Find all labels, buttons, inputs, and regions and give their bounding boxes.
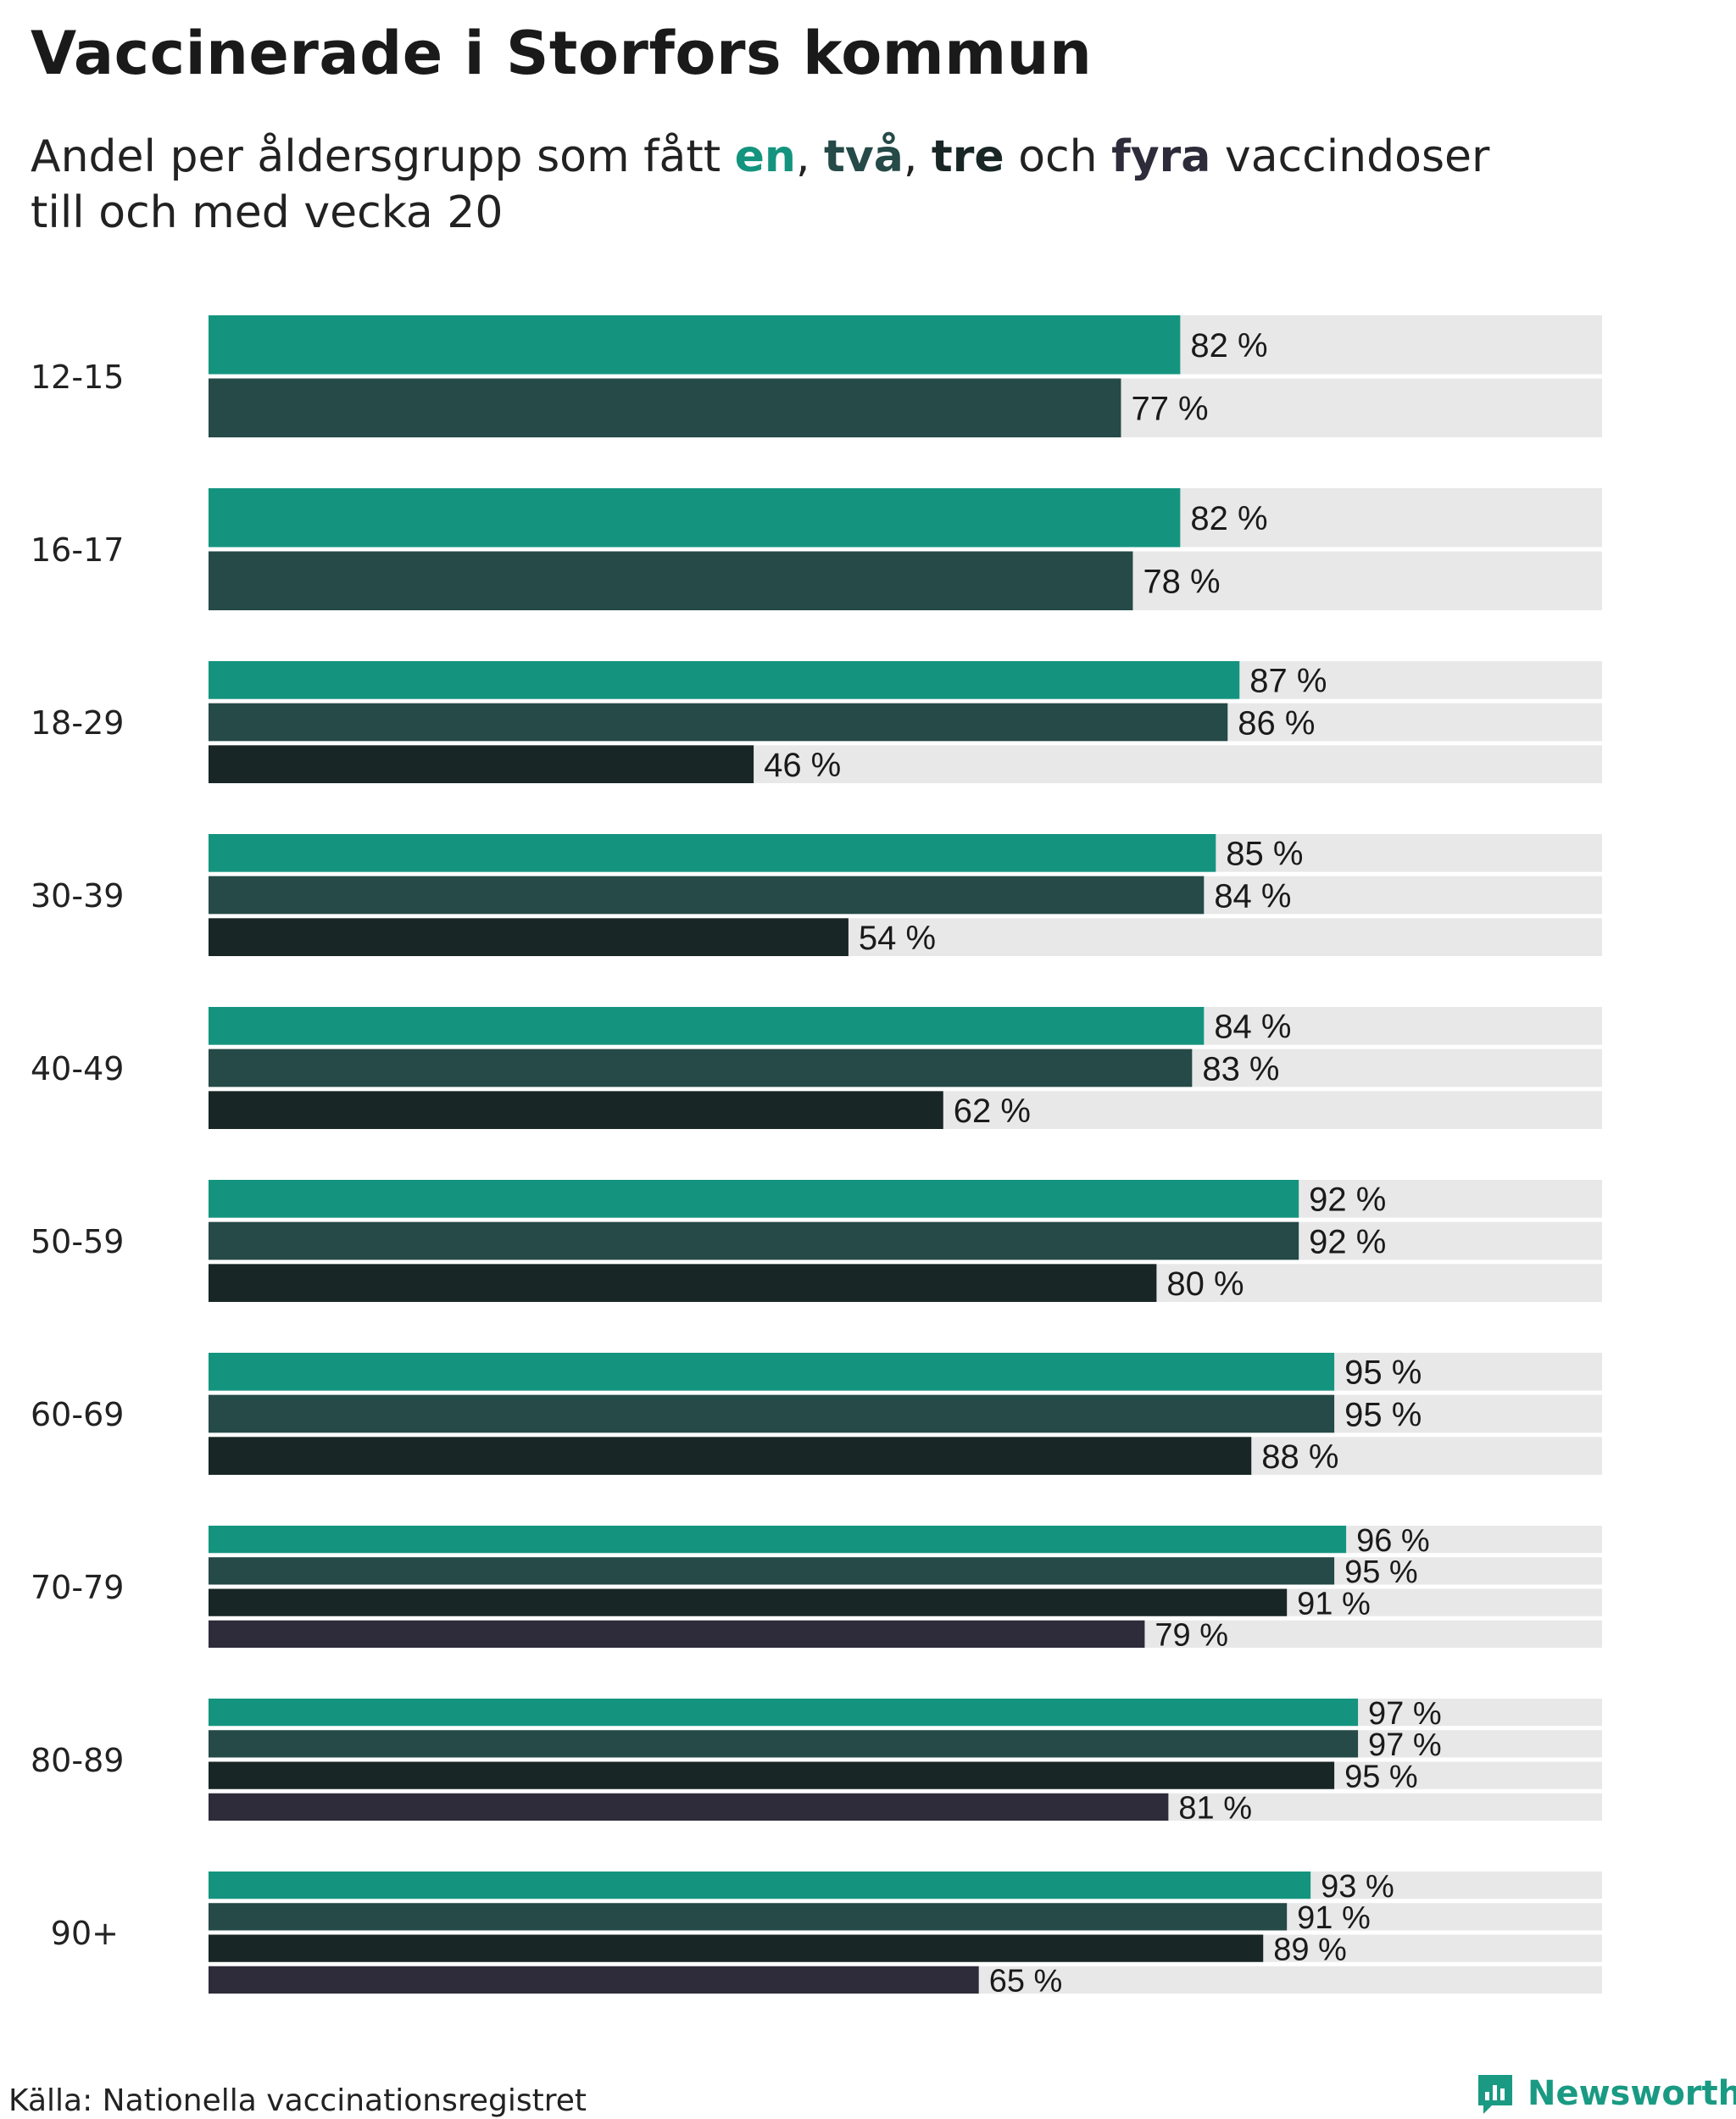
- bar-dose-four: [209, 1793, 1169, 1821]
- data-label: 83 %: [1202, 1050, 1279, 1087]
- bar-dose-three: [209, 1264, 1157, 1302]
- brand-name: Newsworthy: [1527, 2074, 1736, 2113]
- category-label: 60-69: [31, 1396, 124, 1433]
- data-label: 78 %: [1143, 564, 1220, 601]
- data-label: 80 %: [1166, 1265, 1244, 1303]
- bar-dose-one: [209, 1353, 1335, 1391]
- bar-dose-one: [209, 661, 1240, 699]
- chart-title: Vaccinerade i Storfors kommun: [31, 19, 1093, 88]
- chart-subtitle: Andel per åldersgrupp som fått en, två, …: [31, 129, 1489, 241]
- data-label: 88 %: [1261, 1438, 1338, 1476]
- data-label: 86 %: [1238, 704, 1315, 742]
- data-label: 97 %: [1368, 1727, 1442, 1763]
- bar-dose-four: [209, 1966, 979, 1994]
- legend-dose-two: två: [824, 131, 904, 182]
- data-label: 84 %: [1214, 1009, 1291, 1046]
- data-label: 84 %: [1214, 877, 1291, 915]
- legend-dose-four: fyra: [1111, 131, 1211, 182]
- data-label: 95 %: [1344, 1396, 1422, 1433]
- subtitle-sep-3: och: [1004, 131, 1112, 182]
- subtitle-sep-2: ,: [903, 131, 932, 182]
- subtitle-sep-1: ,: [795, 131, 825, 182]
- data-label: 95 %: [1344, 1554, 1418, 1590]
- bar-dose-two: [209, 1730, 1359, 1758]
- data-label: 65 %: [989, 1964, 1063, 1999]
- data-label: 79 %: [1155, 1618, 1228, 1654]
- data-label: 46 %: [764, 747, 841, 784]
- bar-dose-three: [209, 1091, 943, 1129]
- bar-dose-two: [209, 551, 1133, 610]
- bar-dose-two: [209, 1048, 1193, 1087]
- bar-dose-three: [209, 1761, 1335, 1789]
- data-label: 62 %: [954, 1093, 1031, 1130]
- category-label: 16-17: [31, 531, 124, 569]
- data-label: 54 %: [859, 920, 936, 957]
- category-label: 40-49: [31, 1050, 124, 1087]
- bar-dose-one: [209, 1526, 1347, 1554]
- bar-dose-two: [209, 1221, 1299, 1260]
- data-label: 95 %: [1344, 1759, 1418, 1794]
- bar-dose-three: [209, 1588, 1288, 1616]
- bar-dose-one: [209, 488, 1181, 548]
- category-label: 50-59: [31, 1223, 124, 1260]
- category-label: 90+: [51, 1915, 119, 1952]
- data-label: 97 %: [1368, 1696, 1442, 1732]
- bar-dose-one: [209, 1180, 1299, 1218]
- bar-dose-two: [209, 1394, 1335, 1433]
- data-label: 85 %: [1226, 836, 1303, 873]
- bar-dose-two: [209, 1557, 1335, 1585]
- category-label: 80-89: [31, 1742, 124, 1779]
- legend-dose-one: en: [734, 131, 796, 182]
- subtitle-text-start: Andel per åldersgrupp som fått: [31, 131, 735, 182]
- data-label: 82 %: [1190, 500, 1267, 537]
- category-label: 70-79: [31, 1569, 124, 1606]
- subtitle-text-end: vaccindoser: [1210, 131, 1490, 182]
- data-label: 96 %: [1356, 1523, 1430, 1559]
- data-label: 91 %: [1297, 1586, 1371, 1621]
- bar-chart: 12-15 82 % 77 % 16-17 82 % 78 % 18-29 87 % 86 % 4…: [31, 315, 1602, 1999]
- brand-logo: Newsworthy: [1475, 2072, 1736, 2116]
- bar-dose-one: [209, 1699, 1359, 1727]
- bar-dose-four: [209, 1620, 1145, 1648]
- data-label: 93 %: [1321, 1869, 1394, 1905]
- legend-dose-three: tre: [931, 131, 1004, 182]
- data-label: 87 %: [1249, 663, 1327, 700]
- category-label: 30-39: [31, 877, 124, 915]
- category-label: 18-29: [31, 704, 124, 742]
- data-label: 92 %: [1309, 1223, 1386, 1260]
- bar-dose-two: [209, 876, 1205, 915]
- data-label: 77 %: [1131, 391, 1208, 428]
- bar-dose-three: [209, 1437, 1252, 1475]
- bar-dose-two: [209, 378, 1121, 437]
- bar-dose-two: [209, 1903, 1288, 1931]
- data-label: 95 %: [1344, 1354, 1422, 1392]
- bar-dose-one: [209, 834, 1216, 872]
- data-label: 92 %: [1309, 1182, 1386, 1219]
- chart-logo-icon: [1478, 2075, 1512, 2114]
- bar-dose-one: [209, 315, 1181, 375]
- bar-dose-three: [209, 918, 849, 956]
- bar-dose-one: [209, 1872, 1311, 1899]
- source-note: Källa: Nationella vaccinationsregistret: [8, 2083, 587, 2118]
- data-label: 89 %: [1273, 1932, 1347, 1967]
- bar-dose-one: [209, 1007, 1205, 1045]
- data-label: 81 %: [1178, 1791, 1252, 1827]
- subtitle-line-2: till och med vecka 20: [31, 187, 504, 238]
- bar-dose-three: [209, 1934, 1264, 1962]
- data-label: 82 %: [1190, 327, 1267, 364]
- bar-dose-three: [209, 745, 754, 783]
- data-label: 91 %: [1297, 1900, 1371, 1936]
- category-label: 12-15: [31, 359, 124, 396]
- bar-dose-two: [209, 703, 1228, 742]
